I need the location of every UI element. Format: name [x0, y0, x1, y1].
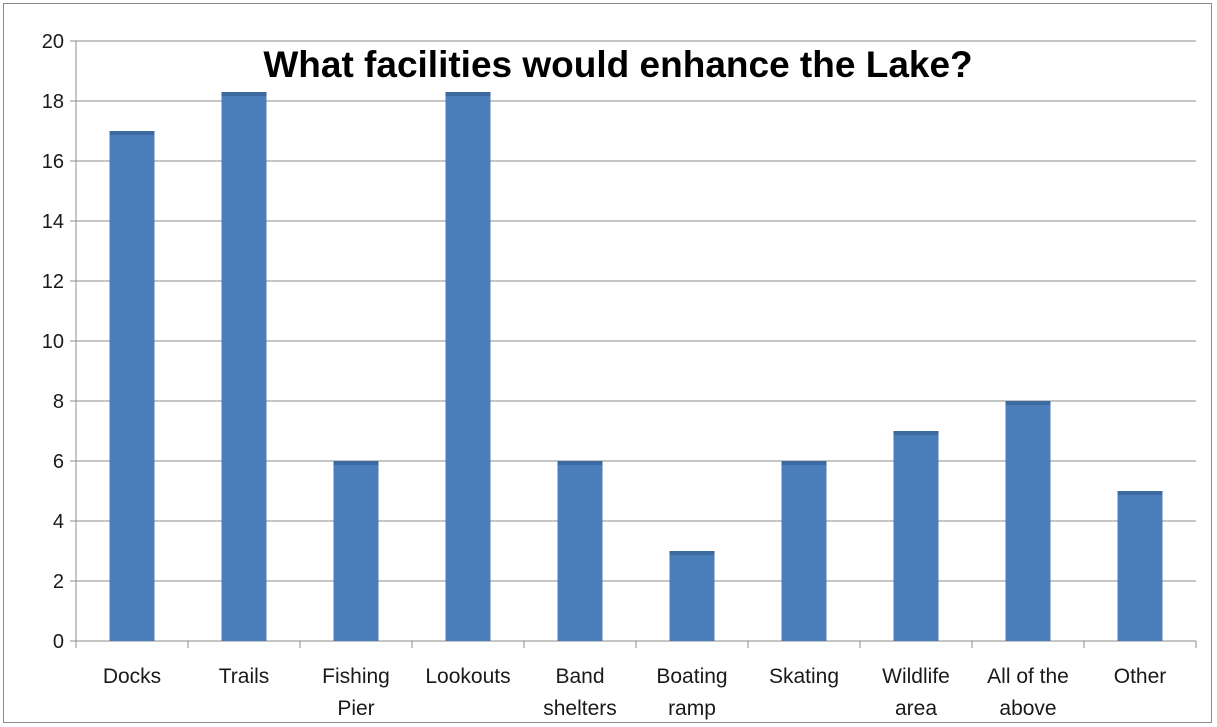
y-tick-label: 2	[53, 571, 64, 593]
x-category-label: Docks	[103, 665, 161, 688]
y-tick-label: 20	[42, 31, 64, 53]
bar	[669, 551, 715, 641]
x-category-label: Pier	[337, 697, 374, 720]
bar	[109, 131, 155, 641]
bar-top-edge	[669, 551, 715, 555]
chart-frame: 0 2 4 6 8 10 12 14 16 18 20 Docks Trails Fishing Pier…	[3, 3, 1212, 723]
bar-top-edge	[333, 461, 379, 465]
y-tick-label: 14	[42, 211, 64, 233]
bar-top-edge	[893, 431, 939, 435]
x-axis-labels: Docks Trails Fishing Pier Lookouts Band shelte…	[103, 665, 1166, 720]
x-category-label: Band	[555, 665, 604, 688]
bar	[333, 461, 379, 641]
bar-top-edge	[445, 92, 491, 96]
bar	[1005, 401, 1051, 641]
x-category-label: Fishing	[322, 665, 390, 688]
x-category-label: above	[999, 697, 1056, 720]
bar-top-edge	[1117, 491, 1163, 495]
x-category-label: Skating	[769, 665, 839, 688]
x-category-label: Trails	[219, 665, 270, 688]
y-tick-label: 0	[53, 631, 64, 653]
bar	[221, 92, 267, 641]
y-tick-label: 18	[42, 91, 64, 113]
y-axis-ticks: 0 2 4 6 8 10 12 14 16 18 20	[42, 31, 64, 653]
x-category-label: Wildlife	[882, 665, 950, 688]
y-tick-label: 4	[53, 511, 64, 533]
bar-chart: 0 2 4 6 8 10 12 14 16 18 20 Docks Trails Fishing Pier…	[42, 31, 1197, 720]
y-tick-label: 6	[53, 451, 64, 473]
x-category-label: shelters	[543, 697, 617, 720]
bar	[893, 431, 939, 641]
y-tick-label: 8	[53, 391, 64, 413]
bar-top-edge	[1005, 401, 1051, 405]
x-category-label: Other	[1114, 665, 1167, 688]
bar-top-edge	[781, 461, 827, 465]
x-category-label: ramp	[668, 697, 716, 720]
bar	[781, 461, 827, 641]
bar	[557, 461, 603, 641]
bar-top-edge	[109, 131, 155, 135]
x-category-label: area	[895, 697, 937, 720]
x-category-label: Boating	[656, 665, 727, 688]
y-tick-label: 16	[42, 151, 64, 173]
bars	[109, 92, 1163, 641]
chart-title: What facilities would enhance the Lake?	[263, 44, 972, 85]
x-category-label: Lookouts	[425, 665, 510, 688]
bar-top-edge	[557, 461, 603, 465]
bar	[1117, 491, 1163, 641]
x-category-label: All of the	[987, 665, 1069, 688]
bar-top-edge	[221, 92, 267, 96]
y-tick-label: 12	[42, 271, 64, 293]
bar	[445, 92, 491, 641]
y-tick-label: 10	[42, 331, 64, 353]
